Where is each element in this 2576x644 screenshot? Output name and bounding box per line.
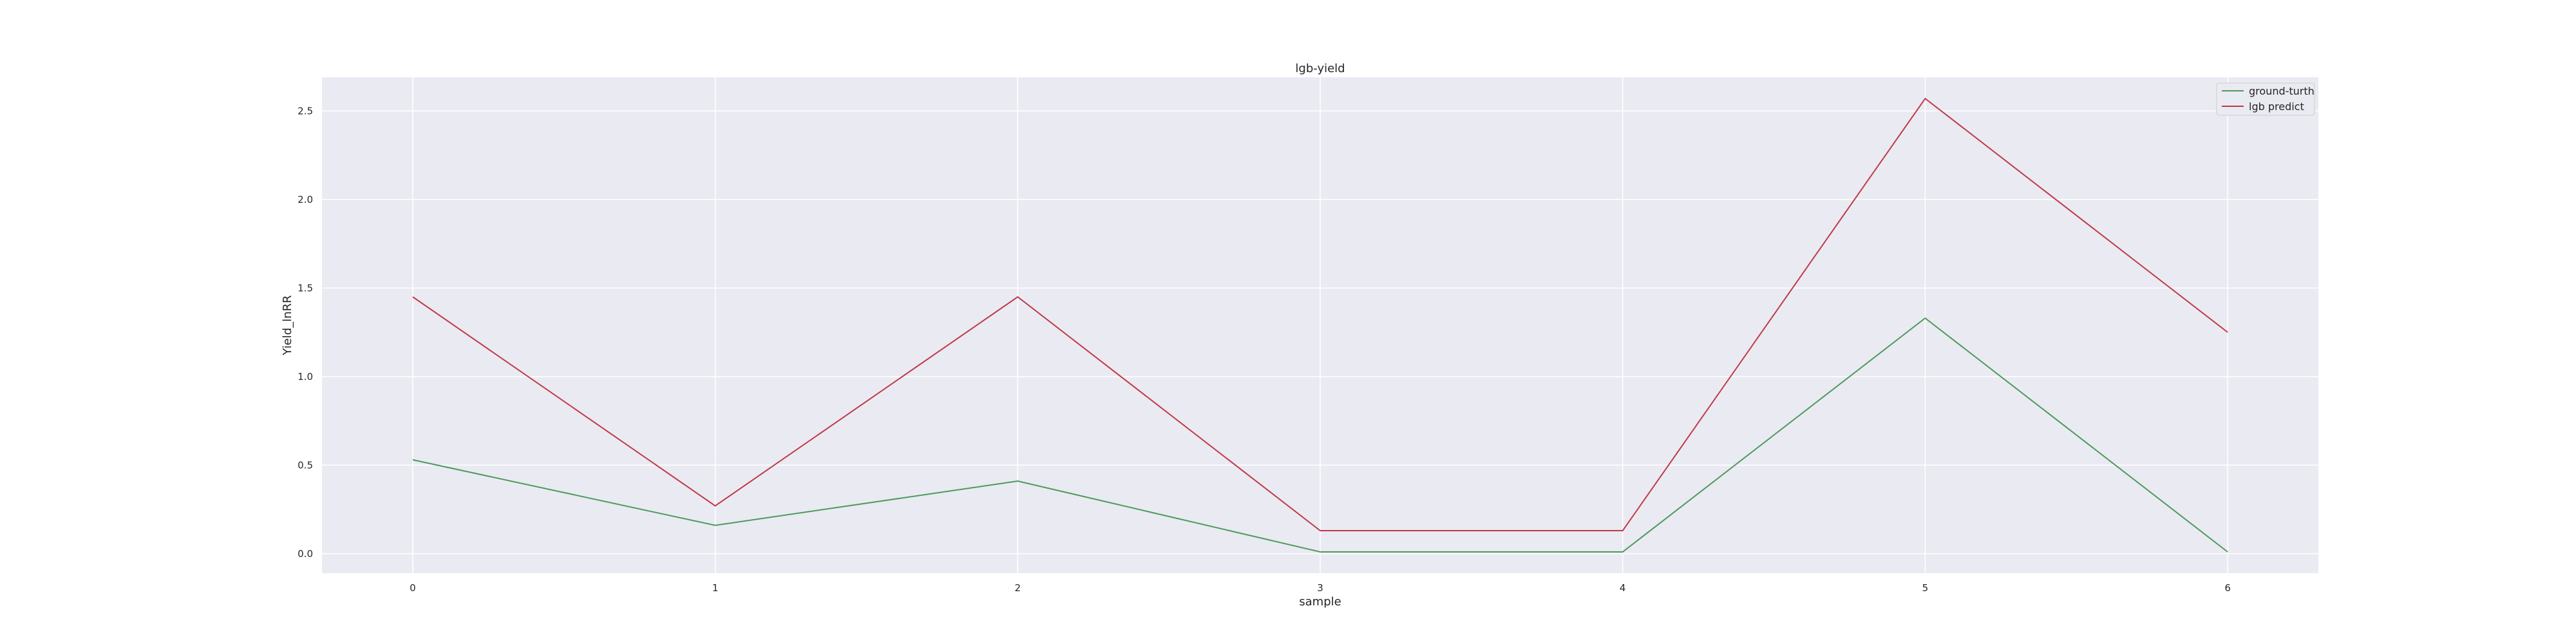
x-tick-label: 2 <box>1015 582 1021 594</box>
x-tick-label: 6 <box>2224 582 2231 594</box>
chart-title: lgb-yield <box>1295 62 1345 75</box>
y-tick-label: 1.0 <box>298 371 313 383</box>
x-axis-ticks: 0 1 2 3 4 5 6 <box>410 582 2231 594</box>
series-lines <box>412 97 2228 553</box>
y-tick-label: 1.5 <box>298 282 313 294</box>
series-line-lgb-predict <box>412 97 2228 531</box>
x-tick-label: 3 <box>1317 582 1323 594</box>
legend-label-lgb-predict: lgb predict <box>2249 100 2304 113</box>
y-axis-ticks: 0.0 0.5 1.0 1.5 2.0 2.5 <box>298 105 313 560</box>
legend-label-ground-turth: ground-turth <box>2249 85 2315 97</box>
x-tick-label: 4 <box>1620 582 1626 594</box>
x-tick-label: 0 <box>410 582 416 594</box>
x-tick-label: 5 <box>1922 582 1929 594</box>
y-tick-label: 2.5 <box>298 105 313 117</box>
y-tick-label: 0.5 <box>298 459 313 471</box>
x-axis-label: sample <box>1299 595 1341 609</box>
y-tick-label: 2.0 <box>298 194 313 205</box>
y-tick-label: 0.0 <box>298 548 313 560</box>
legend: ground-turth lgb predict <box>2216 82 2315 116</box>
y-axis-label: Yield_lnRR <box>281 295 294 355</box>
x-tick-label: 1 <box>712 582 719 594</box>
grid-lines <box>322 77 2318 573</box>
series-line-ground-turth <box>412 317 2228 553</box>
